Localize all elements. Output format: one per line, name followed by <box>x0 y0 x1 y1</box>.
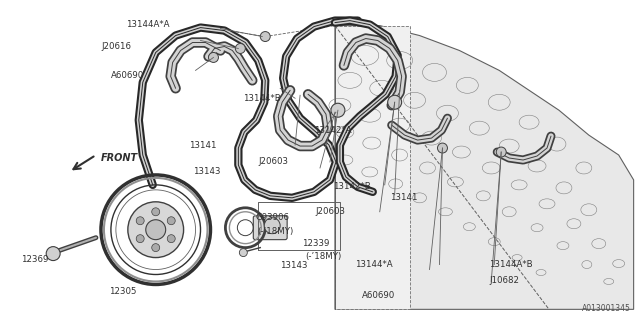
Circle shape <box>136 235 144 243</box>
Circle shape <box>136 217 144 225</box>
Circle shape <box>209 52 218 62</box>
Text: 13142*B: 13142*B <box>333 182 371 191</box>
Circle shape <box>264 218 280 234</box>
Text: FRONT: FRONT <box>101 153 138 163</box>
Circle shape <box>239 249 247 257</box>
Text: 12305: 12305 <box>109 287 136 296</box>
Circle shape <box>152 244 160 252</box>
Circle shape <box>331 103 345 117</box>
Circle shape <box>167 217 175 225</box>
Text: J10682: J10682 <box>489 276 519 285</box>
Text: 13143: 13143 <box>193 167 220 176</box>
Text: G93906: G93906 <box>255 213 289 222</box>
Text: J20616: J20616 <box>101 42 131 51</box>
Text: 13144A*B: 13144A*B <box>489 260 533 269</box>
Text: 13144*B: 13144*B <box>243 94 281 103</box>
Circle shape <box>388 95 402 109</box>
Circle shape <box>438 143 447 153</box>
Circle shape <box>146 220 166 240</box>
Circle shape <box>236 44 245 53</box>
Text: 13141: 13141 <box>390 193 417 202</box>
Text: 13144A*A: 13144A*A <box>126 20 170 29</box>
Text: 12369: 12369 <box>21 255 49 264</box>
Text: J20603: J20603 <box>315 207 345 216</box>
Text: (-’18MY): (-’18MY) <box>257 227 294 236</box>
Circle shape <box>260 32 270 42</box>
Circle shape <box>152 208 160 216</box>
Polygon shape <box>335 26 410 309</box>
Text: J20603: J20603 <box>259 157 288 166</box>
Polygon shape <box>335 26 634 309</box>
Circle shape <box>46 247 60 260</box>
Text: 13141: 13141 <box>189 140 216 149</box>
Circle shape <box>167 235 175 243</box>
Text: 13144*A: 13144*A <box>355 260 392 269</box>
Text: A013001345: A013001345 <box>582 304 630 313</box>
Circle shape <box>128 202 184 258</box>
Text: (-’18MY): (-’18MY) <box>305 252 341 261</box>
Text: A60690: A60690 <box>111 71 144 80</box>
Text: A60690: A60690 <box>362 291 395 300</box>
FancyBboxPatch shape <box>253 216 287 240</box>
Text: 12339: 12339 <box>302 239 330 248</box>
Text: 13143: 13143 <box>280 261 308 270</box>
Text: 13142*A: 13142*A <box>314 126 351 135</box>
Circle shape <box>496 147 506 157</box>
